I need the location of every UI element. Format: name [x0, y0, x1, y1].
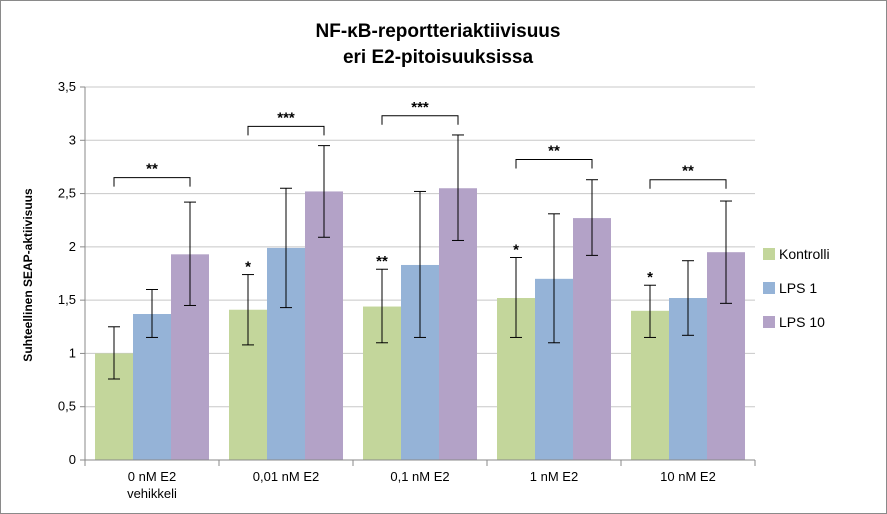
chart-title: NF-κB-reportteriaktiivisuus eri E2-pitoi…	[316, 21, 561, 68]
significance-marks: * ****************	[113, 99, 727, 286]
significance-bracket	[247, 125, 325, 136]
bar-lps-10	[573, 218, 611, 460]
bracket-label: ***	[277, 109, 295, 126]
legend-swatch	[763, 316, 775, 328]
y-tick-label: 3,5	[58, 79, 76, 94]
bracket-label: **	[548, 142, 560, 159]
significance-bracket	[113, 177, 191, 187]
y-tick-label: 3	[69, 132, 76, 147]
chart-title-line-2: eri E2-pitoisuuksissa	[343, 47, 534, 68]
error-bars	[108, 134, 732, 380]
y-tick-label: 0,5	[58, 399, 76, 414]
legend-label: LPS 1	[779, 280, 817, 296]
legend-label: LPS 10	[779, 314, 825, 330]
significance-bracket	[381, 115, 459, 125]
y-axis-label: Suhteellinen SEAP-aktiivisuus	[21, 188, 35, 362]
x-tick-label: 1 nM E2	[530, 469, 578, 484]
significance-label: *	[245, 259, 251, 276]
significance-label: **	[376, 253, 388, 270]
legend: Kontrolli LPS 1 LPS 10	[763, 246, 830, 330]
significance-label: *	[513, 242, 519, 259]
y-tick-labels: 0 0,5 1 1,5 2 2,5 3 3,5	[58, 79, 76, 467]
significance-bracket	[515, 158, 593, 169]
significance-bracket	[649, 179, 727, 189]
bracket-label: **	[682, 163, 694, 180]
x-tick-label: 0,1 nM E2	[390, 469, 449, 484]
y-tick-label: 2	[69, 239, 76, 254]
legend-swatch	[763, 248, 775, 260]
significance-label: *	[647, 269, 653, 286]
x-tick-labels: 0 nM E2 vehikkeli 0,01 nM E2 0,1 nM E2 1 nM …	[127, 469, 716, 501]
y-tick-label: 0	[69, 452, 76, 467]
x-tick-label: 0 nM E2	[128, 469, 176, 484]
bracket-label: **	[146, 161, 158, 178]
legend-label: Kontrolli	[779, 246, 830, 262]
y-tick-label: 1,5	[58, 292, 76, 307]
bar-lps-1	[133, 313, 171, 460]
x-tick-label: 0,01 nM E2	[253, 469, 320, 484]
y-tick-label: 1	[69, 345, 76, 360]
bracket-label: ***	[411, 99, 429, 116]
axes	[80, 86, 756, 466]
chart-title-line-1: NF-κB-reportteriaktiivisuus	[316, 21, 561, 42]
x-tick-label: 10 nM E2	[660, 469, 716, 484]
legend-swatch	[763, 282, 775, 294]
y-tick-label: 2,5	[58, 186, 76, 201]
x-tick-label: vehikkeli	[127, 486, 177, 501]
